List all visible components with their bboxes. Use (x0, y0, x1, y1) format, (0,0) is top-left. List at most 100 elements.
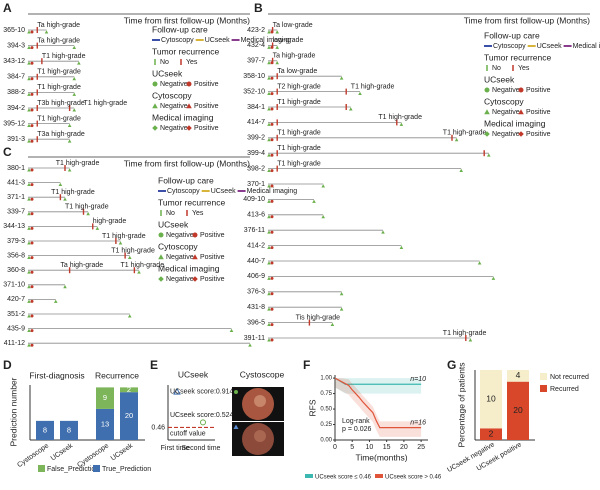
row-id: 399-4 (247, 150, 265, 157)
legend-item: Negative (160, 103, 188, 110)
end-marker (67, 123, 72, 128)
bar-segment (96, 387, 114, 409)
grade-label: T1 high-grade (121, 262, 165, 269)
start-marker (30, 30, 34, 34)
start-marker (270, 261, 274, 265)
start-marker (267, 184, 271, 188)
value-label: 9 (103, 393, 107, 402)
end-marker (321, 184, 325, 188)
row-id: 358-10 (243, 73, 265, 80)
legend-item: Negative (160, 81, 188, 88)
end-marker (454, 138, 459, 142)
value-label: UCseek score:0.914 (170, 389, 234, 396)
grade-label: Ta high-grade (60, 262, 103, 269)
start-marker (30, 168, 34, 172)
start-marker (27, 270, 31, 274)
end-marker (53, 299, 58, 303)
row-id: 379-3 (7, 238, 25, 245)
row-id: 360-8 (7, 267, 25, 274)
end-marker (77, 61, 81, 65)
start-marker (27, 77, 31, 81)
end-marker (321, 215, 325, 219)
legend-heading: Medical imaging (158, 263, 220, 273)
legend-item: Medical imaging (247, 188, 298, 195)
legend-item: Not recurred (550, 374, 589, 381)
start-marker (30, 285, 34, 289)
start-marker (270, 76, 274, 80)
end-marker (275, 30, 279, 34)
row-id: 365-10 (3, 27, 25, 34)
legend-item: Yes (518, 65, 530, 72)
legend-swatch (484, 87, 490, 93)
score-point (173, 387, 181, 395)
value-label: 10 (486, 393, 496, 403)
legend-item: UCseek (211, 188, 236, 195)
grade-label: T1 high-grade (84, 100, 128, 107)
bar-segment (480, 428, 502, 440)
start-marker (30, 299, 34, 303)
start-marker (267, 199, 271, 203)
y-axis-label: Percentage of patients (456, 362, 466, 447)
panel-letter: F (303, 358, 310, 372)
value-label: 2 (489, 428, 494, 438)
start-marker (30, 46, 34, 50)
grade-label: T1 high-grade (277, 145, 321, 152)
legend-item: Medical imaging (573, 43, 600, 50)
end-marker (312, 199, 316, 203)
cutoff-text: cutoff value (170, 430, 206, 437)
row-id: 409-10 (243, 196, 265, 203)
start-marker (27, 30, 31, 34)
grade-label: low-grade (273, 37, 304, 44)
legend-swatch (375, 474, 383, 478)
start-marker (30, 183, 34, 187)
start-marker (30, 343, 34, 347)
legend-item: Negative (492, 87, 520, 94)
legend-heading: Cytoscopy (484, 96, 524, 106)
start-marker (30, 314, 34, 318)
start-marker (30, 212, 34, 216)
end-marker (67, 168, 72, 172)
row-id: 384-7 (7, 74, 25, 81)
row-id: 391-11 (244, 335, 265, 342)
annotation: Log-rank (342, 418, 370, 425)
panel-letter: A (3, 1, 12, 15)
legend-swatch (93, 465, 100, 472)
start-marker (27, 299, 31, 303)
end-marker (67, 139, 72, 143)
start-marker (27, 108, 31, 112)
x-tick-label: 20 (400, 444, 408, 451)
x-tick-label: UCseek (110, 442, 135, 462)
row-id: 396-5 (247, 319, 265, 326)
legend-item: UCseek (205, 37, 230, 44)
row-id: 344-13 (3, 223, 25, 230)
legend-item: Cytoscopy (493, 43, 526, 50)
start-marker (267, 107, 271, 111)
end-marker (487, 153, 491, 157)
end-marker (63, 197, 67, 201)
start-marker (270, 307, 274, 311)
legend-heading: Medical imaging (484, 118, 546, 128)
start-marker (267, 230, 271, 234)
legend-item: No (166, 210, 175, 217)
row-id: 370-1 (247, 181, 265, 188)
y-tick-label: 0.25 (320, 422, 332, 428)
axis-label: Time from first follow-up (Months) (464, 15, 590, 25)
start-marker (267, 153, 271, 157)
legend-swatch (540, 373, 547, 380)
start-marker (267, 45, 271, 49)
bar-segment (507, 370, 529, 382)
row-id: 431-8 (247, 304, 265, 311)
start-marker (270, 292, 274, 296)
end-marker (339, 307, 344, 311)
start-marker (267, 245, 271, 250)
legend-swatch (186, 125, 192, 131)
end-marker (72, 77, 77, 81)
grade-label: Ta high-grade (37, 37, 80, 44)
legend-item: Negative (492, 109, 520, 116)
legend-swatch (484, 109, 490, 115)
start-marker (27, 123, 31, 128)
legend-swatch (152, 81, 158, 87)
row-id: 394-3 (7, 42, 25, 49)
start-marker (27, 255, 31, 260)
legend-swatch (192, 254, 198, 260)
